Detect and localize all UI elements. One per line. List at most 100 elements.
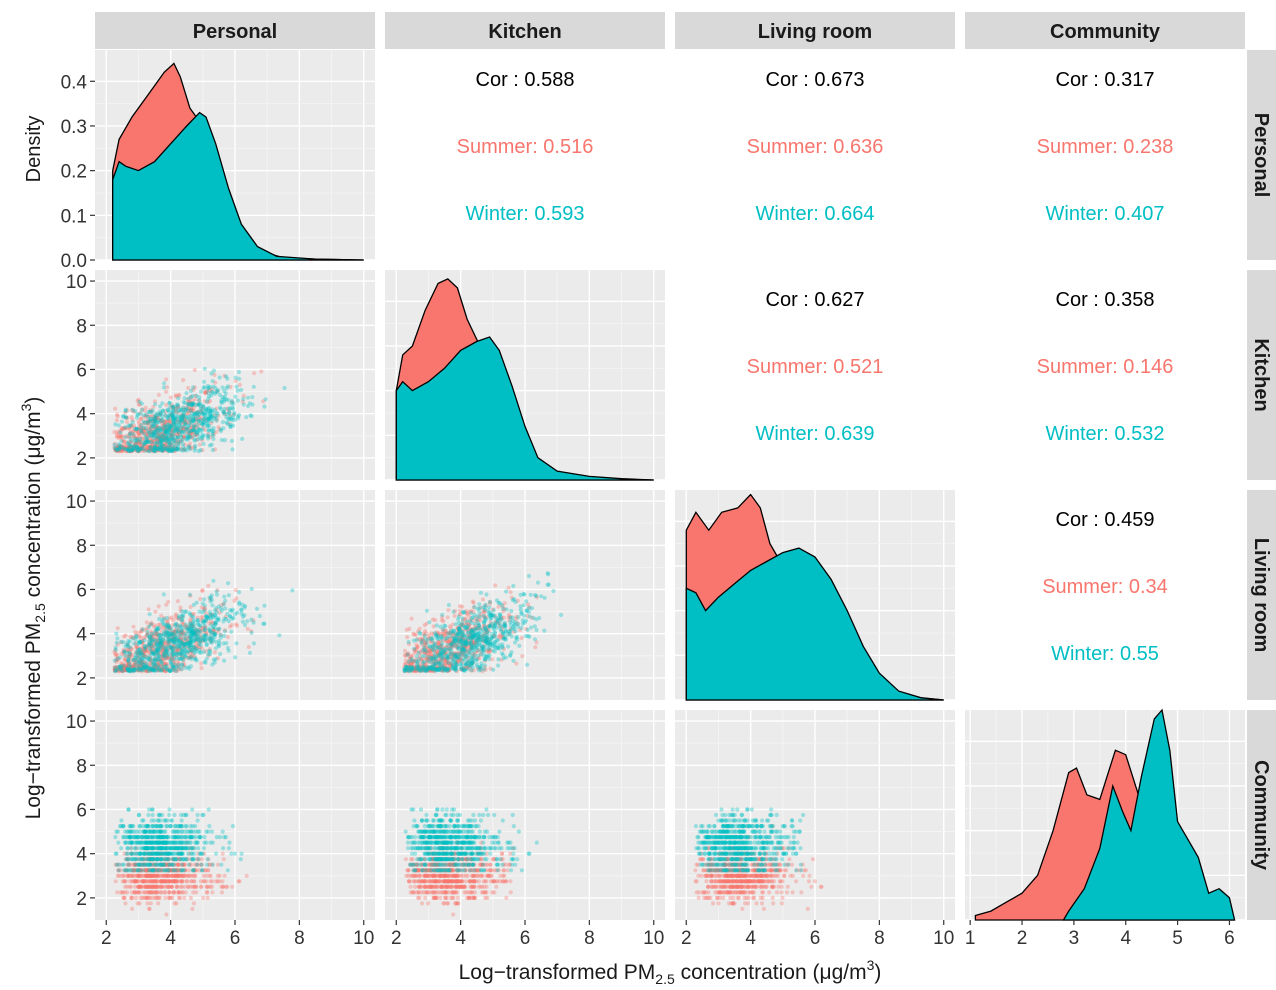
point-winter <box>531 615 536 621</box>
point-winter <box>247 401 252 406</box>
point-winter <box>168 668 173 673</box>
point-winter <box>169 436 174 441</box>
point-winter <box>211 426 216 431</box>
point-summer <box>116 435 121 440</box>
point-summer <box>460 622 465 627</box>
point-summer <box>502 621 507 626</box>
point-summer <box>189 431 194 436</box>
point-winter <box>174 636 179 642</box>
point-winter <box>483 624 488 629</box>
point-summer <box>113 648 118 653</box>
point-summer <box>209 420 214 425</box>
point-winter <box>152 668 157 673</box>
point-summer <box>165 648 170 653</box>
point-winter <box>206 626 211 631</box>
point-summer <box>186 385 191 391</box>
point-winter <box>183 648 188 653</box>
point-winter <box>203 415 208 420</box>
point-summer <box>431 656 436 662</box>
point-winter <box>149 416 154 422</box>
point-summer <box>184 624 190 629</box>
point-summer <box>165 644 170 649</box>
point-winter <box>215 617 220 622</box>
point-summer <box>411 668 417 673</box>
point-summer <box>191 387 196 392</box>
point-winter <box>187 429 192 434</box>
point-summer <box>157 668 162 673</box>
point-summer <box>422 662 427 667</box>
point-summer <box>122 426 127 431</box>
point-summer <box>448 664 453 669</box>
point-summer <box>138 635 143 640</box>
point-summer <box>416 665 421 670</box>
point-winter <box>153 444 158 450</box>
point-winter <box>125 667 130 672</box>
point-summer <box>125 890 130 895</box>
point-summer <box>246 644 251 650</box>
point-summer <box>140 664 145 669</box>
point-winter <box>141 652 146 657</box>
point-summer <box>433 643 438 648</box>
point-summer <box>135 668 140 673</box>
point-winter <box>170 447 175 452</box>
point-winter <box>154 665 159 670</box>
point-summer <box>148 669 153 674</box>
point-winter <box>123 435 128 440</box>
point-summer <box>180 619 185 624</box>
point-winter <box>222 629 228 634</box>
point-summer <box>188 630 193 635</box>
point-summer <box>460 652 465 657</box>
point-summer <box>121 439 126 444</box>
point-summer <box>171 630 176 635</box>
point-winter <box>174 668 179 674</box>
point-winter <box>118 667 124 672</box>
point-summer <box>122 439 127 444</box>
point-winter <box>156 657 161 662</box>
point-winter <box>136 650 141 655</box>
point-winter <box>197 650 202 655</box>
point-summer <box>432 662 437 667</box>
point-summer <box>409 663 414 668</box>
point-summer <box>167 424 172 429</box>
point-summer <box>124 654 129 659</box>
point-summer <box>160 421 165 426</box>
point-summer <box>152 663 157 668</box>
point-summer <box>156 668 161 673</box>
point-summer <box>160 648 165 653</box>
point-winter <box>183 610 188 615</box>
point-winter <box>148 642 153 647</box>
point-summer <box>164 639 169 644</box>
point-summer <box>182 662 187 667</box>
point-summer <box>170 404 175 409</box>
point-summer <box>229 623 234 628</box>
point-winter <box>131 667 136 673</box>
point-summer <box>234 596 239 601</box>
point-winter <box>190 630 195 636</box>
point-winter <box>165 436 170 441</box>
point-summer <box>204 389 209 395</box>
point-summer <box>151 433 156 438</box>
point-summer <box>225 635 231 640</box>
point-winter <box>411 638 417 643</box>
point-summer <box>113 653 118 658</box>
cor-winter-text: Winter: 0.55 <box>1051 643 1159 665</box>
point-summer <box>143 649 148 654</box>
point-summer <box>427 649 432 654</box>
point-winter <box>200 421 205 426</box>
point-summer <box>491 623 496 628</box>
point-summer <box>514 614 519 619</box>
point-summer <box>127 442 132 447</box>
point-winter <box>151 665 156 670</box>
point-summer <box>120 666 125 671</box>
point-winter <box>200 435 205 440</box>
point-winter <box>199 417 204 423</box>
point-summer <box>160 425 165 430</box>
point-summer <box>458 653 463 658</box>
point-winter <box>132 667 137 672</box>
point-winter <box>187 666 192 671</box>
point-winter <box>136 653 141 658</box>
point-winter <box>421 659 427 664</box>
point-winter <box>153 445 158 450</box>
point-summer <box>163 632 168 637</box>
point-summer <box>161 432 167 437</box>
